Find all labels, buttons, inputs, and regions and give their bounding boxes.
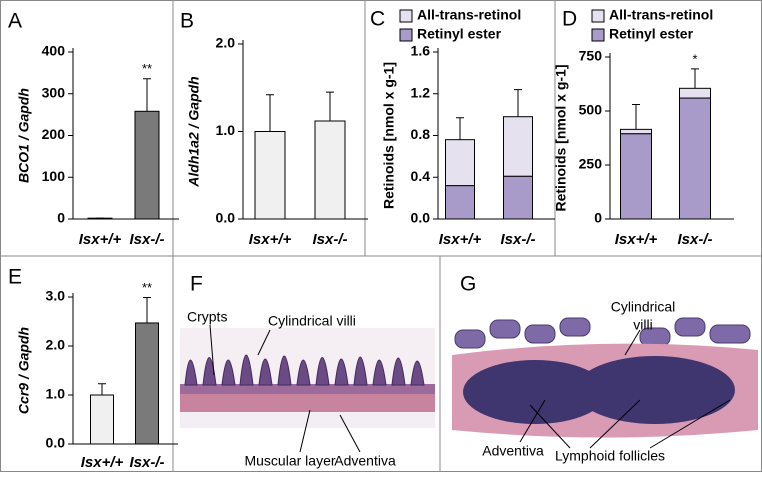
y-tick-label: 500 [579,102,603,118]
y-tick-label: 750 [579,48,603,64]
histology-g [452,292,758,449]
y-tick-label: 200 [42,126,66,142]
y-tick-label: 0.8 [411,126,431,142]
error-bar [98,383,106,395]
legend-swatch [399,28,413,42]
x-tick-label: Isx+/+ [249,231,292,248]
panel-letter: C [370,8,385,31]
y-tick-label: 0.0 [411,210,431,226]
y-tick-label: 1.2 [411,84,431,100]
y-axis-label: Aldh1a2 / Gapdh [186,76,202,187]
y-tick-label: 1.6 [411,43,431,59]
legend-label: All-trans-retinol [609,7,713,23]
x-tick-label: Isx-/- [312,231,347,248]
bar [503,116,533,177]
bar [620,133,652,220]
y-axis-label: Retinoids [nmol x g-1] [553,65,569,212]
panel-letter: B [180,10,194,33]
bar [620,128,652,135]
legend-label: Retinyl ester [609,26,694,42]
image-label: Cylindrical [611,299,676,315]
y-axis-label: Ccr9 / Gapdh [16,327,32,414]
panel-letter: D [562,8,577,31]
panel-letter: F [190,273,203,296]
legend-swatch [591,28,605,42]
bar [254,131,286,220]
bar [90,394,114,445]
image-label: Adventiva [482,443,544,459]
legend-label: All-trans-retinol [417,7,521,23]
y-tick-label: 300 [42,84,66,100]
y-tick-label: 0.0 [216,210,236,226]
bar [679,97,711,220]
y-tick-label: 0 [57,210,65,226]
y-axis-label: BCO1 / Gapdh [16,88,32,183]
image-label: villi [633,317,652,333]
error-bar [632,104,640,130]
y-tick-label: 2.0 [216,35,236,51]
error-bar [326,91,334,121]
bar [503,175,533,220]
x-tick-label: Isx-/- [129,231,164,248]
axes [437,48,555,220]
error-bar [143,78,151,112]
bar [445,185,475,220]
bar [445,139,475,187]
bar [679,87,711,99]
x-tick-label: Isx-/- [129,454,164,471]
panel-letter: E [8,266,22,289]
legend-label: Retinyl ester [417,26,502,42]
image-label: Crypts [187,309,227,325]
image-label: Cylindrical villi [268,313,356,329]
x-tick-label: Isx+/+ [439,231,482,248]
error-bar [514,89,522,117]
x-tick-label: Isx+/+ [81,454,124,471]
panel-letter: G [460,273,476,296]
error-bar [691,68,699,89]
x-tick-label: Isx-/- [677,231,712,248]
y-axis-label: Retinoids [nmol x g-1] [381,62,397,209]
y-tick-label: 0.0 [46,435,66,451]
legend-swatch [591,9,605,23]
error-bar [143,296,151,323]
y-tick-label: 0.4 [411,168,431,184]
error-bar [456,117,464,140]
panel-letter: A [8,10,22,33]
significance: ** [142,61,152,76]
legend-swatch [399,9,413,23]
bar [135,322,159,445]
significance: ** [142,280,152,295]
significance: * [692,51,697,66]
x-tick-label: Isx-/- [500,231,535,248]
error-bar [266,94,274,132]
axes [609,53,734,220]
y-tick-label: 250 [579,156,603,172]
y-tick-label: 3.0 [46,288,66,304]
y-tick-label: 1.0 [216,122,236,138]
y-tick-label: 400 [42,43,66,59]
image-label: Adventiva [334,453,396,469]
axes [72,293,178,445]
bar [134,110,160,220]
x-tick-label: Isx+/+ [79,231,122,248]
image-label: Lymphoid follicles [555,448,665,464]
image-label: Muscular layer [244,453,335,469]
histology-f [180,324,435,453]
axes [242,40,368,220]
y-tick-label: 100 [42,168,66,184]
y-tick-label: 1.0 [46,386,66,402]
x-tick-label: Isx+/+ [615,231,658,248]
y-tick-label: 0 [594,210,602,226]
bar [314,120,346,220]
axes [72,48,179,220]
y-tick-label: 2.0 [46,337,66,353]
